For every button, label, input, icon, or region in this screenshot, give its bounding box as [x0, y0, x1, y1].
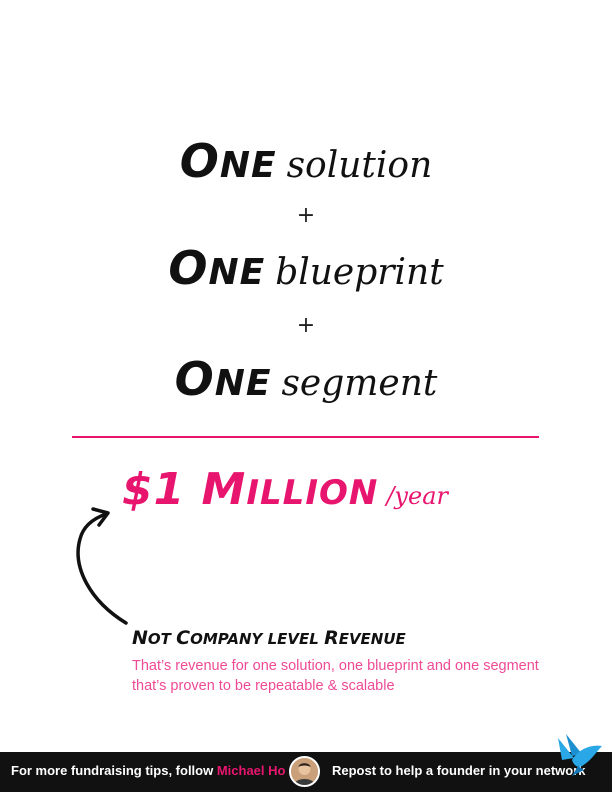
author-link[interactable]: Michael Ho — [216, 763, 286, 778]
author-avatar[interactable] — [289, 756, 320, 787]
plus-sign-1: + — [296, 203, 316, 228]
note-body: That’s revenue for one solution, one blu… — [132, 658, 539, 694]
blueprint-word: blueprint — [275, 252, 444, 293]
equation-row-blueprint: ONE blueprint — [0, 241, 612, 295]
equals-divider — [72, 436, 539, 438]
equation-row-solution: ONE solution — [0, 134, 612, 188]
note-title: NOT COMPANY LEVEL REVENUE — [132, 627, 406, 649]
curved-arrow-icon — [76, 507, 128, 625]
per-year-label: /year — [386, 482, 448, 510]
plus-sign-2: + — [296, 313, 316, 338]
follow-text: For more fundraising tips, follow Michae… — [11, 763, 286, 778]
bird-logo-icon — [558, 734, 602, 776]
equation-row-segment: ONE segment — [0, 352, 612, 406]
million-amount: $1 MILLION — [122, 464, 379, 515]
footer-bar: For more fundraising tips, follow Michae… — [0, 752, 612, 792]
one-word: ONE — [179, 134, 277, 188]
segment-word: segment — [281, 363, 438, 404]
one-word: ONE — [174, 352, 272, 406]
repost-text: Repost to help a founder in your network — [332, 763, 586, 778]
solution-word: solution — [286, 145, 433, 186]
one-word: ONE — [168, 241, 266, 295]
revenue-headline: $1 MILLION/year — [122, 464, 448, 515]
